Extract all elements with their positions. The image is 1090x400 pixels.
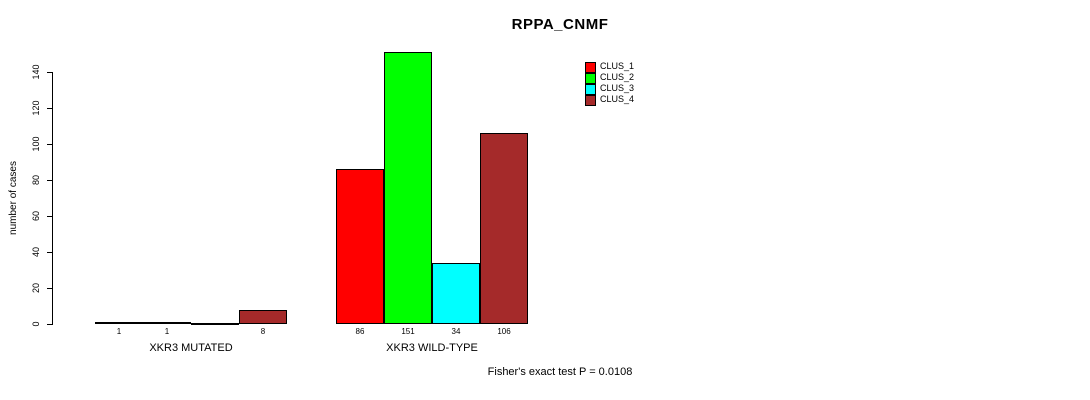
y-axis-line — [52, 72, 53, 325]
bar-value-label: 1 — [116, 327, 122, 336]
y-tick-mark — [47, 216, 52, 217]
bar-clus_2 — [143, 322, 191, 324]
bar-value-label: 8 — [260, 327, 266, 336]
legend-swatch-clus_1 — [585, 62, 596, 73]
footer-note: Fisher's exact test P = 0.0108 — [487, 366, 633, 378]
y-tick-mark — [47, 324, 52, 325]
bar-value-label: 151 — [401, 327, 415, 336]
chart-title: RPPA_CNMF — [511, 16, 609, 33]
bar-value-label: 86 — [355, 327, 365, 336]
y-tick-mark — [47, 180, 52, 181]
y-tick-label: 100 — [31, 136, 41, 152]
legend-label-clus_3: CLUS_3 — [600, 83, 635, 93]
bar-value-label: 1 — [164, 327, 170, 336]
bar-clus_4 — [239, 310, 287, 324]
bar-clus_4 — [480, 133, 528, 324]
x-group-label: XKR3 WILD-TYPE — [386, 342, 478, 354]
bar-clus_2 — [384, 52, 432, 324]
bar-clus_3 — [432, 263, 480, 324]
legend-label-clus_1: CLUS_1 — [600, 61, 635, 71]
bar-value-label: 106 — [497, 327, 511, 336]
y-tick-label: 40 — [31, 247, 41, 258]
y-tick-mark — [47, 252, 52, 253]
legend-swatch-clus_2 — [585, 73, 596, 84]
y-tick-mark — [47, 288, 52, 289]
bar-clus_3 — [191, 323, 239, 325]
y-tick-label: 120 — [31, 100, 41, 116]
y-tick-label: 80 — [31, 175, 41, 186]
y-axis-label: number of cases — [8, 161, 19, 235]
legend-swatch-clus_4 — [585, 95, 596, 106]
y-tick-mark — [47, 108, 52, 109]
y-tick-label: 0 — [31, 321, 41, 327]
y-tick-label: 20 — [31, 283, 41, 294]
bar-clus_1 — [336, 169, 384, 324]
y-tick-mark — [47, 72, 52, 73]
legend-label-clus_4: CLUS_4 — [600, 94, 635, 104]
y-tick-label: 60 — [31, 211, 41, 222]
bar-clus_1 — [95, 322, 143, 324]
legend-label-clus_2: CLUS_2 — [600, 72, 635, 82]
y-tick-mark — [47, 144, 52, 145]
x-group-label: XKR3 MUTATED — [149, 342, 233, 354]
bar-value-label: 34 — [451, 327, 461, 336]
legend-swatch-clus_3 — [585, 84, 596, 95]
y-tick-label: 140 — [31, 64, 41, 80]
